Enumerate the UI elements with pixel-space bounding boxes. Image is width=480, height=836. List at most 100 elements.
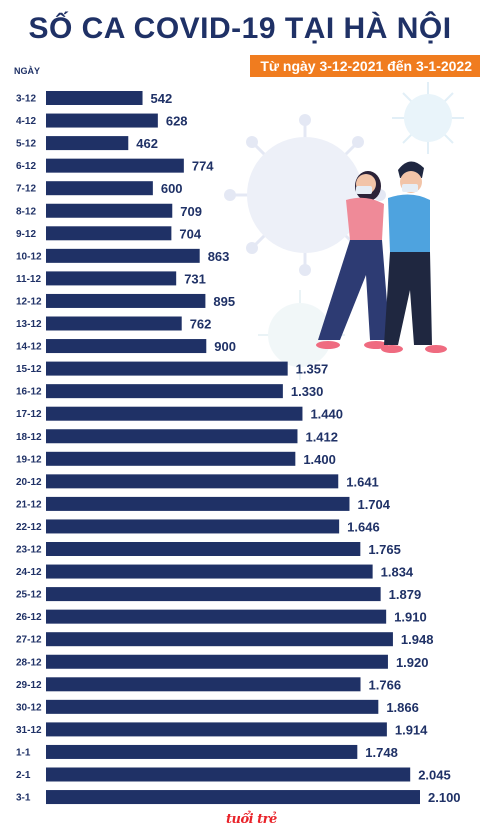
bar-13-12 bbox=[46, 316, 182, 331]
category-label: 15-12 bbox=[16, 364, 42, 375]
category-label: 12-12 bbox=[16, 296, 42, 307]
bar-28-12 bbox=[46, 654, 388, 669]
bar-25-12 bbox=[46, 587, 381, 602]
value-label: 542 bbox=[151, 91, 173, 106]
bar-14-12 bbox=[46, 339, 207, 354]
value-label: 1.948 bbox=[401, 632, 434, 647]
bar-11-12 bbox=[46, 271, 177, 286]
value-label: 863 bbox=[208, 249, 230, 264]
category-label: 18-12 bbox=[16, 432, 42, 443]
virus-icon-small bbox=[392, 82, 464, 154]
category-label: 11-12 bbox=[16, 274, 41, 285]
bar-19-12 bbox=[46, 451, 296, 466]
value-label: 704 bbox=[179, 226, 201, 241]
value-label: 1.440 bbox=[310, 407, 343, 422]
bar-8-12 bbox=[46, 203, 173, 218]
value-label: 1.914 bbox=[395, 722, 428, 737]
person-man-icon bbox=[381, 161, 447, 353]
tuoi-tre-logo: tuổi trẻ bbox=[226, 812, 277, 827]
value-label: 628 bbox=[166, 114, 188, 129]
bar-3-12 bbox=[46, 91, 143, 105]
value-label: 1.641 bbox=[346, 474, 379, 489]
value-label: 1.866 bbox=[386, 700, 419, 715]
category-label: 1-1 bbox=[16, 747, 31, 758]
value-label: 1.748 bbox=[365, 745, 398, 760]
bar-5-12 bbox=[46, 136, 129, 151]
virus-icon-large bbox=[224, 114, 386, 276]
category-label: 28-12 bbox=[16, 657, 42, 668]
value-label: 2.100 bbox=[428, 790, 461, 805]
bar-20-12 bbox=[46, 474, 339, 489]
bar-3-1 bbox=[46, 790, 420, 805]
value-label: 2.045 bbox=[418, 768, 451, 783]
value-label: 731 bbox=[184, 271, 206, 286]
value-label: 1.766 bbox=[369, 677, 402, 692]
bar-18-12 bbox=[46, 429, 298, 444]
value-label: 1.834 bbox=[381, 565, 414, 580]
value-label: 762 bbox=[190, 317, 212, 332]
bar-10-12 bbox=[46, 248, 200, 263]
value-label: 1.330 bbox=[291, 384, 324, 399]
category-label: 25-12 bbox=[16, 590, 42, 601]
category-label: 29-12 bbox=[16, 680, 42, 691]
category-label: 7-12 bbox=[16, 184, 36, 195]
value-label: 1.412 bbox=[305, 429, 338, 444]
bar-29-12 bbox=[46, 677, 361, 692]
person-woman-icon bbox=[316, 171, 390, 349]
value-label: 1.704 bbox=[357, 497, 390, 512]
category-label: 4-12 bbox=[16, 116, 36, 127]
bar-26-12 bbox=[46, 609, 387, 624]
value-label: 709 bbox=[180, 204, 202, 219]
value-label: 900 bbox=[214, 339, 236, 354]
category-label: 24-12 bbox=[16, 567, 42, 578]
bar-12-12 bbox=[46, 293, 206, 308]
category-label: 22-12 bbox=[16, 522, 42, 533]
category-label: 19-12 bbox=[16, 454, 42, 465]
category-label: 26-12 bbox=[16, 612, 42, 623]
bar-6-12 bbox=[46, 158, 184, 173]
bar-1-1 bbox=[46, 744, 358, 759]
bar-4-12 bbox=[46, 113, 158, 128]
value-label: 1.400 bbox=[303, 452, 336, 467]
category-label: 16-12 bbox=[16, 387, 42, 398]
value-label: 462 bbox=[136, 136, 158, 151]
bar-21-12 bbox=[46, 496, 350, 511]
bar-15-12 bbox=[46, 361, 288, 376]
category-label: 14-12 bbox=[16, 342, 42, 353]
category-label: 10-12 bbox=[16, 251, 42, 262]
bar-9-12 bbox=[46, 226, 172, 241]
category-label: 6-12 bbox=[16, 161, 36, 172]
category-label: 5-12 bbox=[16, 139, 36, 150]
category-label: 31-12 bbox=[16, 725, 42, 736]
value-label: 600 bbox=[161, 181, 183, 196]
category-label: 3-1 bbox=[16, 793, 31, 804]
bar-23-12 bbox=[46, 542, 361, 556]
category-label: 2-1 bbox=[16, 770, 31, 781]
value-label: 774 bbox=[192, 159, 214, 174]
category-label: 17-12 bbox=[16, 409, 42, 420]
value-label: 1.879 bbox=[389, 587, 422, 602]
bar-17-12 bbox=[46, 406, 303, 421]
value-label: 1.357 bbox=[296, 362, 329, 377]
bar-24-12 bbox=[46, 564, 373, 579]
value-label: 1.910 bbox=[394, 610, 427, 625]
category-label: 21-12 bbox=[16, 499, 42, 510]
category-label: 30-12 bbox=[16, 702, 42, 713]
category-label: 20-12 bbox=[16, 477, 42, 488]
bar-22-12 bbox=[46, 519, 340, 534]
axis-heading-date: NGÀY bbox=[14, 66, 41, 76]
value-label: 1.765 bbox=[368, 542, 401, 557]
category-label: 8-12 bbox=[16, 206, 36, 217]
category-label: 27-12 bbox=[16, 635, 42, 646]
category-label: 13-12 bbox=[16, 319, 42, 330]
virus-icon-medium bbox=[258, 290, 345, 380]
bar-16-12 bbox=[46, 384, 283, 399]
page-title: SỐ CA COVID-19 TẠI HÀ NỘI bbox=[28, 12, 452, 45]
category-label: 23-12 bbox=[16, 545, 42, 556]
bar-27-12 bbox=[46, 632, 393, 647]
category-label: 9-12 bbox=[16, 229, 36, 240]
category-label: 3-12 bbox=[16, 94, 36, 105]
bar-2-1 bbox=[46, 767, 411, 782]
